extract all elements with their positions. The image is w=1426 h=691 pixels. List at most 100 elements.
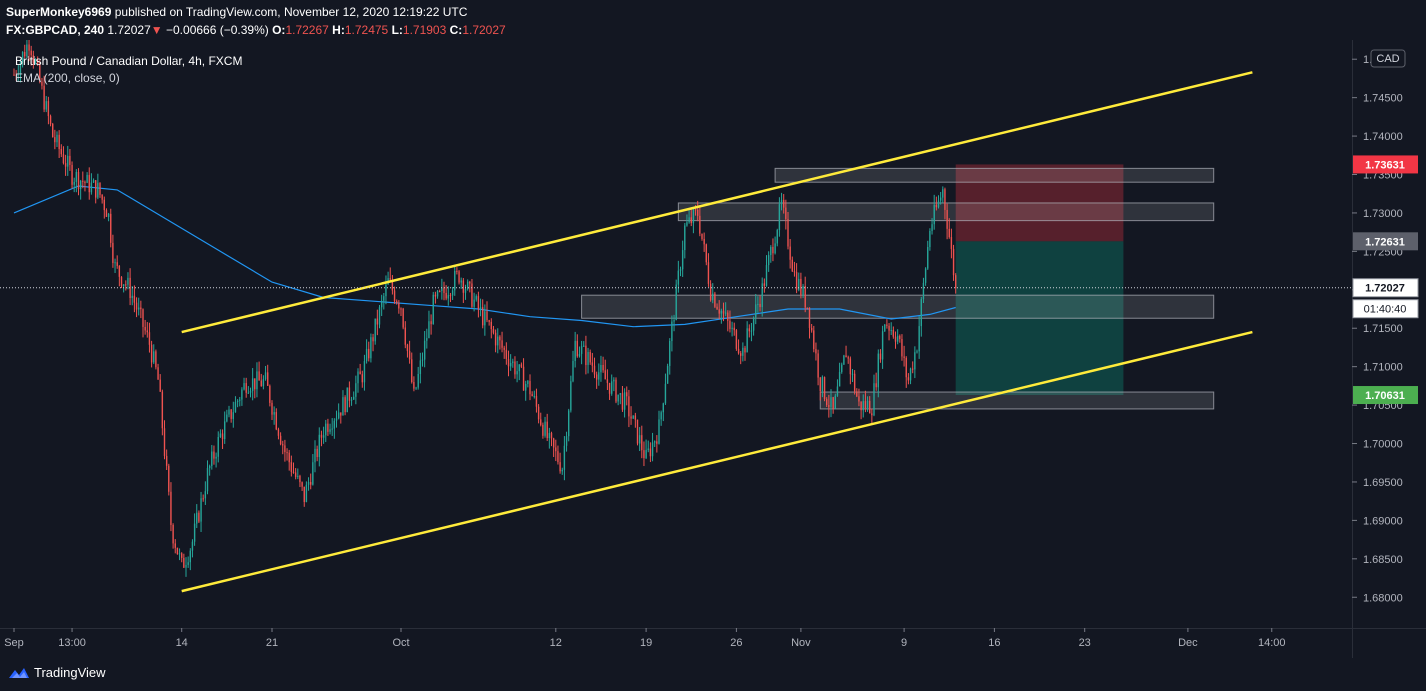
candle-body xyxy=(90,182,93,193)
candle-body xyxy=(159,379,161,392)
candle-body xyxy=(600,364,602,373)
candle-body xyxy=(41,81,43,86)
candle-body xyxy=(555,447,557,452)
candle-body xyxy=(400,308,402,310)
tradingview-brand-label[interactable]: TradingView xyxy=(34,665,106,680)
candle-body xyxy=(856,391,858,397)
candle-body xyxy=(924,268,927,283)
tradingview-logo-icon[interactable] xyxy=(8,666,30,680)
candle-body xyxy=(49,116,52,124)
countdown-badge: 01:40:40 xyxy=(1364,304,1407,316)
chart-area[interactable]: 1.68000 1.68500 1.69000 1.69500 1.70000 1.705… xyxy=(0,40,1426,691)
candle-body xyxy=(219,433,222,438)
legend-ema-indicator[interactable]: EMA (200, close, 0) xyxy=(15,71,120,85)
candle-body xyxy=(593,365,596,375)
candle-body xyxy=(952,248,955,276)
candle-body xyxy=(236,400,239,402)
candle-body xyxy=(251,378,254,391)
candle-body xyxy=(869,400,871,414)
candle-body xyxy=(43,85,45,110)
candle-body xyxy=(537,406,540,420)
candle-body xyxy=(761,283,763,308)
open-label: O: xyxy=(272,23,286,37)
candle-body xyxy=(681,250,684,270)
close-value: 1.72027 xyxy=(462,23,506,37)
time-tick-label: 14 xyxy=(176,637,188,649)
candle-body xyxy=(649,448,652,457)
candle-body xyxy=(174,543,176,548)
candle-body xyxy=(815,349,817,354)
candle-body xyxy=(376,318,379,325)
candle-body xyxy=(512,361,514,363)
candle-body xyxy=(254,378,256,390)
candle-body xyxy=(817,353,819,378)
candle-body xyxy=(378,307,381,325)
candle-body xyxy=(774,243,776,254)
candle-body xyxy=(888,325,890,331)
candle-body xyxy=(662,403,664,413)
candle-body xyxy=(740,353,742,356)
candle-body xyxy=(451,290,454,296)
candle-body xyxy=(310,482,312,485)
candle-body xyxy=(540,419,542,425)
candle-body xyxy=(606,379,609,383)
candle-body xyxy=(735,330,738,349)
symbol-label: FX:GBPCAD, 240 xyxy=(6,23,105,37)
author-name[interactable]: SuperMonkey6969 xyxy=(6,5,112,19)
candle-body xyxy=(873,383,875,416)
candle-body xyxy=(703,238,705,245)
candle-body xyxy=(759,303,761,308)
candle-body xyxy=(232,412,234,419)
candle-body xyxy=(638,435,641,444)
price-chart[interactable]: 1.680001.685001.690001.695001.700001.705… xyxy=(0,40,1426,658)
price-tick-label: 1.70000 xyxy=(1363,439,1403,451)
candle-body xyxy=(656,441,658,444)
candle-body xyxy=(249,390,252,393)
published-text: published on TradingView.com, November 1… xyxy=(114,5,468,19)
candle-body xyxy=(39,63,41,82)
candle-body xyxy=(204,491,207,499)
candle-body xyxy=(647,448,649,450)
candle-body xyxy=(428,321,430,339)
down-arrow-icon: ▼ xyxy=(150,23,163,37)
candle-body xyxy=(886,324,888,326)
candle-body xyxy=(772,246,774,254)
ema-200-line xyxy=(13,185,956,328)
candle-body xyxy=(273,412,275,415)
candle-body xyxy=(686,222,688,226)
candle-body xyxy=(529,381,531,395)
candle-body xyxy=(445,292,447,299)
candle-body xyxy=(720,310,723,314)
candle-body xyxy=(21,51,24,63)
candle-body xyxy=(587,352,589,365)
candle-body xyxy=(161,391,164,429)
candle-body xyxy=(748,328,750,332)
candle-body xyxy=(168,465,170,492)
chart-header: SuperMonkey6969 published on TradingView… xyxy=(0,0,1426,40)
candle-body xyxy=(933,204,935,225)
candle-body xyxy=(426,338,428,341)
candle-body xyxy=(383,296,385,301)
candle-body xyxy=(215,456,217,459)
candle-body xyxy=(277,429,280,436)
candle-body xyxy=(692,209,695,224)
candle-body xyxy=(927,247,929,269)
candle-body xyxy=(172,524,174,544)
candle-body xyxy=(604,370,606,380)
candle-body xyxy=(783,199,785,208)
candle-body xyxy=(466,281,469,290)
candle-body xyxy=(385,284,387,297)
candle-body xyxy=(458,271,460,283)
candle-body xyxy=(939,197,942,201)
candle-body xyxy=(181,553,183,558)
candle-body xyxy=(441,287,443,292)
candle-body xyxy=(507,358,510,367)
candle-body xyxy=(841,364,843,372)
candle-body xyxy=(297,475,299,477)
candle-body xyxy=(234,401,237,413)
candle-body xyxy=(423,340,426,360)
candle-body xyxy=(548,433,551,439)
stop-price-badge-bg xyxy=(1353,155,1418,174)
candle-body xyxy=(329,429,331,432)
candle-body xyxy=(849,358,852,375)
